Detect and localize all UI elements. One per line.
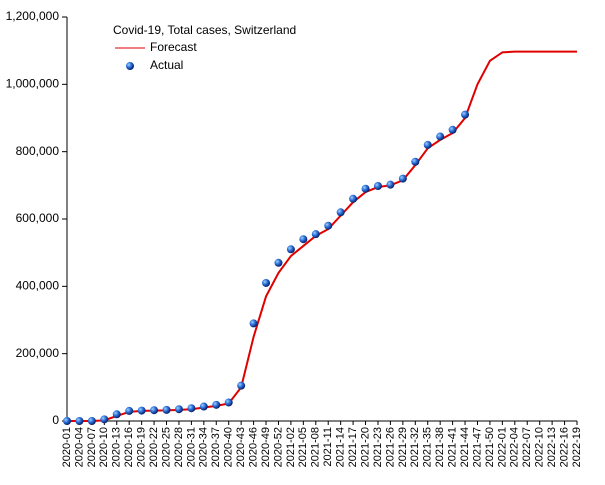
x-tick-label: 2021-05: [297, 427, 309, 467]
x-tick-label: 2022-16: [558, 427, 570, 467]
x-tick-label: 2022-13: [546, 427, 558, 467]
x-tick-label: 2020-37: [210, 427, 222, 467]
actual-point: [187, 404, 196, 413]
actual-point: [324, 221, 333, 230]
legend-swatch: [126, 62, 134, 70]
x-tick-label: 2022-04: [509, 427, 521, 467]
actual-point: [75, 417, 84, 425]
actual-point: [212, 400, 221, 409]
actual-point: [373, 182, 382, 191]
x-tick-label: 2020-16: [123, 427, 135, 467]
actual-point: [199, 402, 208, 411]
actual-point: [249, 319, 258, 328]
actual-point: [224, 398, 233, 407]
actual-point: [349, 194, 358, 203]
y-tick-label: 0: [52, 413, 59, 427]
x-tick-label: 2021-17: [347, 427, 359, 467]
x-tick-label: 2021-29: [397, 427, 409, 467]
legend-label: Forecast: [150, 40, 197, 54]
x-tick-label: 2021-02: [285, 427, 297, 467]
actual-point: [423, 140, 432, 149]
x-tick-label: 2021-41: [447, 427, 459, 467]
actual-point: [174, 405, 183, 414]
actual-point: [361, 184, 370, 193]
actual-point: [137, 406, 146, 415]
actual-point: [448, 125, 457, 134]
actual-point: [436, 132, 445, 141]
x-tick-label: 2021-32: [409, 427, 421, 467]
x-tick-label: 2022-07: [521, 427, 533, 467]
actual-point: [262, 278, 271, 287]
actual-point: [461, 110, 470, 119]
x-tick-label: 2020-07: [86, 427, 98, 467]
x-tick-label: 2020-34: [198, 427, 210, 467]
y-tick-label: 800,000: [16, 144, 60, 158]
x-tick-label: 2020-49: [260, 427, 272, 467]
actual-point: [162, 405, 171, 414]
x-tick-label: 2020-40: [223, 427, 235, 467]
x-tick-label: 2020-43: [235, 427, 247, 467]
actual-point: [411, 157, 420, 166]
x-tick-label: 2021-20: [359, 427, 371, 467]
x-tick-label: 2021-44: [459, 427, 471, 467]
y-tick-label: 1,000,000: [6, 77, 60, 91]
x-tick-label: 2020-10: [98, 427, 110, 467]
y-tick-label: 1,200,000: [6, 9, 60, 23]
actual-point: [112, 410, 121, 419]
x-tick-label: 2020-04: [73, 427, 85, 467]
actual-point: [100, 415, 109, 424]
x-tick-label: 2020-13: [111, 427, 123, 467]
actual-point: [150, 406, 159, 415]
actual-point: [336, 208, 345, 217]
x-tick-label: 2021-50: [484, 427, 496, 467]
x-tick-label: 2021-23: [372, 427, 384, 467]
x-tick-label: 2020-52: [272, 427, 284, 467]
x-tick-label: 2021-11: [322, 427, 334, 467]
x-tick-label: 2022-19: [571, 427, 583, 467]
x-tick-label: 2022-10: [534, 427, 546, 467]
actual-point: [237, 381, 246, 390]
legend-label: Actual: [150, 58, 183, 72]
x-tick-label: 2020-19: [136, 427, 148, 467]
x-tick-label: 2020-31: [185, 427, 197, 467]
actual-point: [125, 406, 134, 415]
y-tick-label: 400,000: [16, 279, 60, 293]
x-tick-label: 2021-14: [335, 427, 347, 467]
actual-point: [299, 235, 308, 244]
chart-title: Covid-19, Total cases, Switzerland: [113, 23, 296, 37]
x-tick-label: 2020-28: [173, 427, 185, 467]
actual-point: [274, 258, 283, 267]
y-tick-label: 600,000: [16, 211, 60, 225]
x-tick-label: 2021-08: [310, 427, 322, 467]
x-tick-label: 2021-47: [471, 427, 483, 467]
x-tick-label: 2020-01: [61, 427, 73, 467]
x-tick-label: 2020-25: [160, 427, 172, 467]
x-tick-label: 2021-26: [384, 427, 396, 467]
x-tick-label: 2021-35: [422, 427, 434, 467]
x-tick-label: 2020-46: [247, 427, 259, 467]
actual-point: [286, 245, 295, 254]
y-tick-label: 200,000: [16, 346, 60, 360]
x-tick-label: 2022-01: [496, 427, 508, 467]
x-tick-label: 2020-22: [148, 427, 160, 467]
x-tick-label: 2021-38: [434, 427, 446, 467]
actual-point: [87, 417, 96, 425]
actual-point: [398, 174, 407, 183]
actual-point: [386, 180, 395, 189]
actual-point: [311, 230, 320, 239]
forecast-line: [67, 50, 577, 422]
actual-point: [63, 417, 71, 425]
